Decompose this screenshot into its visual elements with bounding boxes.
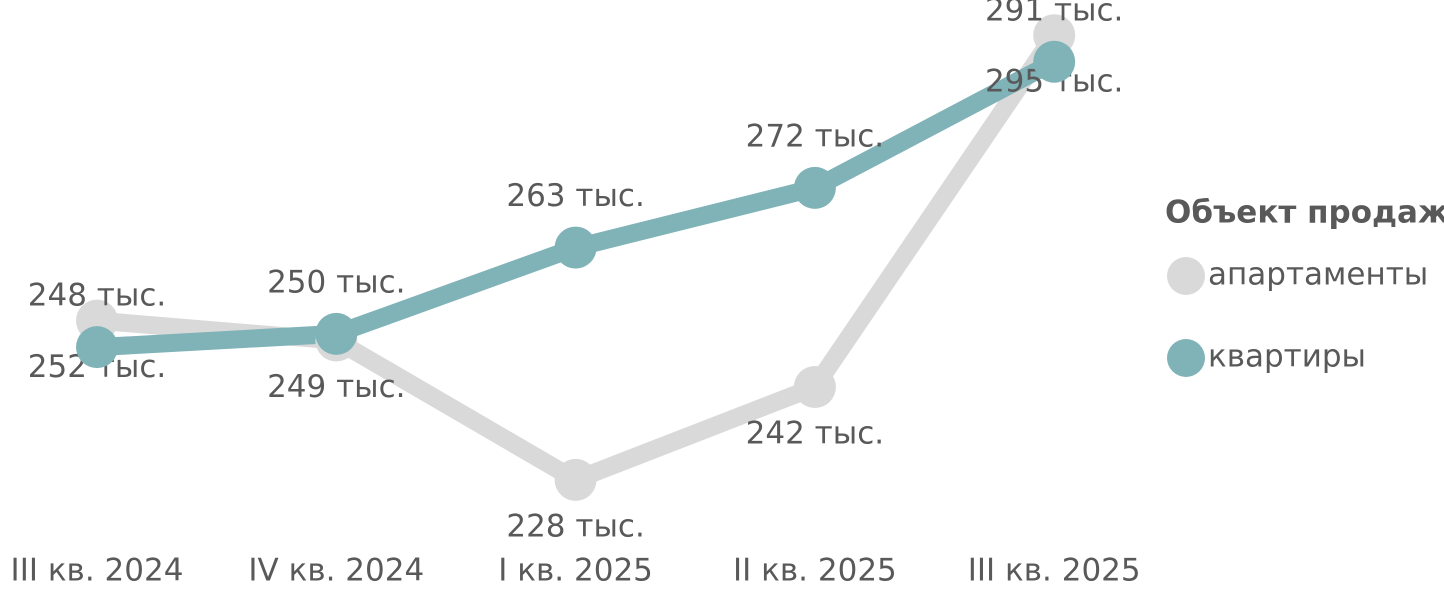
x-tick-label: III кв. 2025 xyxy=(968,553,1141,589)
data-point xyxy=(315,312,358,355)
data-point xyxy=(793,365,836,408)
legend-title: Объект продаж xyxy=(1165,195,1444,231)
data-label: 250 тыс. xyxy=(267,264,405,300)
data-point xyxy=(554,458,597,501)
data-point xyxy=(793,166,836,209)
legend-marker xyxy=(1167,339,1205,377)
x-tick-label: III кв. 2024 xyxy=(11,553,184,589)
data-label: 272 тыс. xyxy=(746,118,884,154)
data-label: 291 тыс. xyxy=(985,0,1123,28)
data-point xyxy=(1033,40,1076,83)
x-tick-label: II кв. 2025 xyxy=(733,553,897,589)
data-label: 248 тыс. xyxy=(28,278,166,314)
data-label: 242 тыс. xyxy=(746,415,884,451)
x-tick-label: I кв. 2025 xyxy=(498,553,653,589)
data-label: 228 тыс. xyxy=(506,508,644,544)
data-label: 263 тыс. xyxy=(506,178,644,214)
x-tick-label: IV кв. 2024 xyxy=(248,553,424,589)
data-point xyxy=(76,326,118,369)
data-label: 249 тыс. xyxy=(267,369,405,405)
legend-label: апартаменты xyxy=(1208,257,1428,293)
data-point xyxy=(554,226,597,269)
legend-label: квартиры xyxy=(1208,339,1366,375)
legend-marker xyxy=(1167,257,1205,295)
